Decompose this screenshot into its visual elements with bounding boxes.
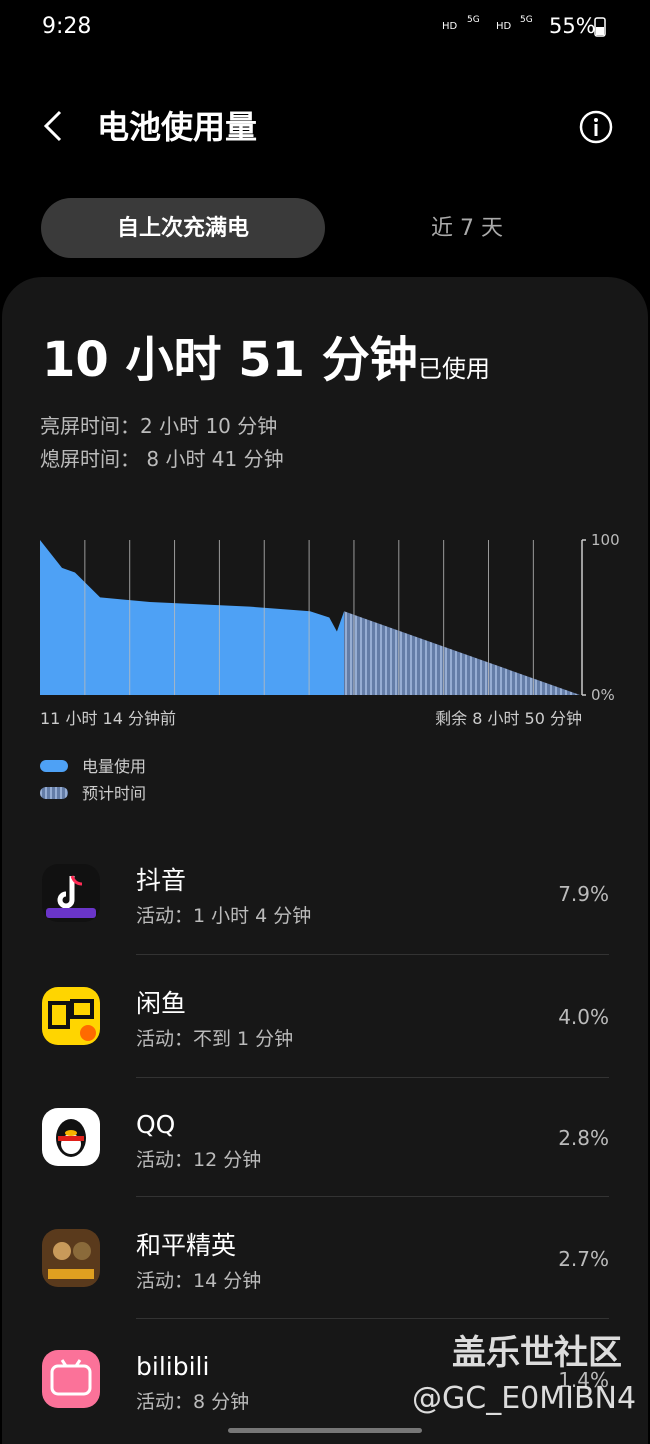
battery-icon bbox=[594, 17, 606, 37]
separator bbox=[136, 1196, 609, 1197]
app-name: bilibili bbox=[136, 1352, 210, 1381]
tab-label[interactable]: 近 7 天 bbox=[431, 216, 503, 241]
projection-area bbox=[344, 611, 580, 695]
app-percent: 2.8% bbox=[558, 1126, 609, 1150]
app-name: 抖音 bbox=[136, 866, 187, 895]
usage-area bbox=[40, 540, 345, 695]
watermark-user: @GC_E0MIBN4 bbox=[412, 1381, 637, 1416]
app-percent: 7.9% bbox=[558, 882, 609, 906]
legend-label: 电量使用 bbox=[82, 757, 146, 776]
app-activity: 活动：不到 1 分钟 bbox=[136, 1028, 294, 1050]
app-name: 和平精英 bbox=[136, 1231, 237, 1260]
usage-suffix: 已使用 bbox=[418, 355, 490, 383]
app-percent: 2.7% bbox=[558, 1247, 609, 1271]
separator bbox=[136, 954, 609, 955]
back-button[interactable] bbox=[36, 106, 72, 146]
network-label: 5G bbox=[467, 15, 480, 25]
network-label: HD bbox=[442, 21, 458, 32]
info-button[interactable] bbox=[578, 109, 614, 145]
legend-swatch bbox=[40, 787, 68, 799]
y-tick-label: 100 bbox=[591, 531, 620, 549]
app-percent: 1.4% bbox=[558, 1368, 609, 1392]
status-time: 9:28 bbox=[42, 14, 92, 39]
app-activity: 活动：1 小时 4 分钟 bbox=[136, 905, 312, 927]
separator bbox=[136, 1077, 609, 1078]
app-name: QQ bbox=[136, 1110, 176, 1139]
app-icon bbox=[42, 1108, 100, 1166]
app-icon bbox=[42, 987, 100, 1045]
y-tick-label: 0% bbox=[591, 686, 615, 704]
usage-card bbox=[2, 277, 648, 1444]
tab-label[interactable]: 自上次充满电 bbox=[116, 216, 249, 241]
app-name: 闲鱼 bbox=[136, 989, 187, 1018]
page-title: 电池使用量 bbox=[97, 108, 258, 146]
network-label: 5G bbox=[520, 15, 533, 25]
battery-percent: 55% bbox=[549, 14, 596, 38]
legend-swatch bbox=[40, 760, 68, 772]
app-activity: 活动：8 分钟 bbox=[136, 1391, 250, 1413]
legend-label: 预计时间 bbox=[82, 784, 146, 803]
screen-off-time: 熄屏时间： 8 小时 41 分钟 bbox=[40, 447, 284, 471]
network-label: HD bbox=[496, 21, 512, 32]
app-percent: 4.0% bbox=[558, 1005, 609, 1029]
app-icon bbox=[42, 1350, 100, 1408]
app-activity: 活动：12 分钟 bbox=[136, 1149, 262, 1171]
total-usage: 10 小时 51 分钟 bbox=[42, 332, 418, 388]
separator bbox=[136, 1318, 609, 1319]
app-activity: 活动：14 分钟 bbox=[136, 1270, 262, 1292]
x-end-label: 剩余 8 小时 50 分钟 bbox=[435, 709, 582, 728]
app-icon bbox=[42, 1229, 100, 1287]
watermark-site: 盖乐世社区 bbox=[452, 1333, 622, 1373]
x-start-label: 11 小时 14 分钟前 bbox=[40, 709, 176, 728]
tab-active[interactable] bbox=[41, 198, 325, 258]
app-icon bbox=[42, 864, 100, 922]
nav-handle bbox=[228, 1428, 422, 1433]
screen-on-time: 亮屏时间：2 小时 10 分钟 bbox=[40, 414, 278, 438]
